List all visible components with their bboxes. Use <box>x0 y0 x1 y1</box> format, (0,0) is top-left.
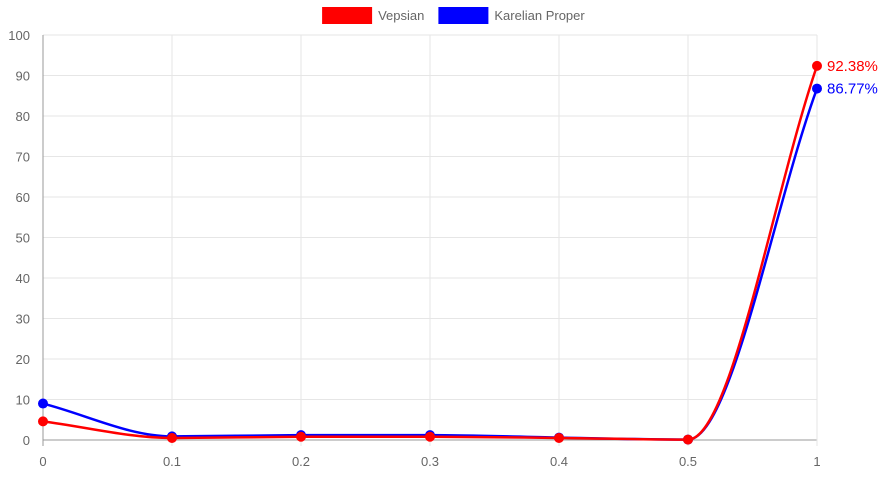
y-tick-label: 60 <box>16 190 30 205</box>
y-tick-label: 80 <box>16 109 30 124</box>
data-point-vepsian[interactable] <box>683 434 693 445</box>
data-point-vepsian[interactable] <box>554 432 564 443</box>
legend-swatch <box>438 7 489 24</box>
x-tick-label: 0.1 <box>163 454 181 469</box>
legend-swatch <box>322 7 373 24</box>
y-tick-label: 90 <box>16 69 30 84</box>
y-tick-label: 70 <box>16 150 30 165</box>
x-tick-label: 1 <box>813 454 820 469</box>
y-tick-label: 0 <box>23 433 30 448</box>
data-point-vepsian[interactable] <box>296 431 306 442</box>
y-axis: 0 10 20 30 40 50 60 70 80 90 100 <box>8 28 30 448</box>
series-line-vepsian <box>42 65 819 441</box>
legend: Vepsian Karelian Proper <box>322 7 585 24</box>
x-tick-label: 0.2 <box>292 454 310 469</box>
data-point-vepsian[interactable] <box>812 60 822 71</box>
legend-label: Karelian Proper <box>494 8 585 23</box>
data-point-vepsian[interactable] <box>38 416 48 427</box>
x-tick-label: 0.3 <box>421 454 439 469</box>
y-tick-label: 40 <box>16 271 30 286</box>
y-tick-label: 100 <box>8 28 30 43</box>
grid <box>42 34 818 446</box>
data-point-karelian-proper[interactable] <box>812 83 822 94</box>
data-point-vepsian[interactable] <box>167 432 177 443</box>
legend-label: Vepsian <box>378 8 424 23</box>
y-tick-label: 30 <box>16 312 30 327</box>
y-tick-label: 10 <box>16 393 30 408</box>
legend-item-karelian-proper[interactable]: Karelian Proper <box>438 7 585 24</box>
data-point-karelian-proper[interactable] <box>38 398 48 409</box>
end-label-vepsian: 92.38% <box>827 58 878 75</box>
x-tick-label: 0.5 <box>679 454 697 469</box>
y-tick-label: 50 <box>16 231 30 246</box>
legend-item-vepsian[interactable]: Vepsian <box>322 7 424 24</box>
series-layer: 86.77% 92.38% <box>38 58 878 445</box>
end-label-karelian-proper: 86.77% <box>827 81 878 98</box>
y-tick-label: 20 <box>16 352 30 367</box>
x-tick-label: 0.4 <box>550 454 568 469</box>
data-point-vepsian[interactable] <box>425 431 435 442</box>
x-axis: 0 0.1 0.2 0.3 0.4 0.5 1 <box>39 454 820 469</box>
x-tick-label: 0 <box>39 454 46 469</box>
